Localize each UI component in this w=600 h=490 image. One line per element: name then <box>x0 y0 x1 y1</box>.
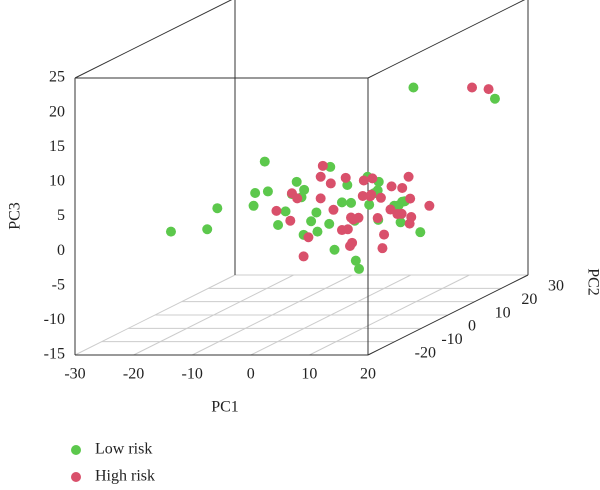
data-point <box>346 212 357 223</box>
data-point <box>397 182 408 193</box>
y-axis-label: PC2 <box>584 268 600 296</box>
z-tick-label: 5 <box>57 207 65 224</box>
data-point <box>325 161 336 172</box>
data-point <box>386 181 397 192</box>
data-point <box>262 186 273 197</box>
z-tick-label: -10 <box>44 311 65 328</box>
data-point <box>467 82 478 93</box>
data-point <box>406 211 417 222</box>
x-tick-label: 20 <box>360 366 376 383</box>
data-point <box>357 190 368 201</box>
data-point <box>273 219 284 230</box>
data-point <box>397 196 408 207</box>
y-tick-label: 30 <box>548 278 564 295</box>
box-edge <box>74 0 233 79</box>
data-point <box>405 193 416 204</box>
data-point <box>303 232 314 243</box>
y-tick-label: -20 <box>415 344 436 361</box>
data-point <box>259 156 270 167</box>
data-point <box>396 208 407 219</box>
data-point <box>353 212 364 223</box>
data-point <box>328 204 339 215</box>
data-point <box>165 226 176 237</box>
data-point <box>315 171 326 182</box>
data-point <box>364 199 375 210</box>
data-point <box>415 227 426 238</box>
box-edge <box>367 0 526 79</box>
data-point <box>489 93 500 104</box>
data-point <box>212 203 223 214</box>
x-axis-label: PC1 <box>211 399 239 416</box>
x-tick-label: -20 <box>123 366 144 383</box>
legend-label: Low risk <box>95 441 152 458</box>
data-point <box>350 255 361 266</box>
z-tick-label: -5 <box>52 276 65 293</box>
legend-label: High risk <box>95 468 155 485</box>
data-point <box>202 224 213 235</box>
data-point <box>340 172 351 183</box>
y-tick-label: -10 <box>441 331 462 348</box>
y-tick-label: 0 <box>468 318 476 335</box>
z-tick-label: 15 <box>49 138 65 155</box>
x-tick-label: -30 <box>64 366 85 383</box>
data-point <box>372 213 383 224</box>
z-tick-label: 0 <box>57 242 65 259</box>
legend-marker <box>71 445 81 455</box>
x-tick-label: 0 <box>247 366 255 383</box>
data-point <box>354 263 365 274</box>
data-point <box>424 200 435 211</box>
data-point <box>346 197 357 208</box>
data-point <box>329 244 340 255</box>
data-point <box>367 173 378 184</box>
data-point <box>377 243 388 254</box>
data-point <box>315 193 326 204</box>
x-tick-label: -10 <box>182 366 203 383</box>
data-point <box>317 160 328 171</box>
data-point <box>271 205 282 216</box>
data-point <box>299 184 310 195</box>
data-point <box>403 171 414 182</box>
data-point <box>248 200 259 211</box>
z-tick-label: -15 <box>44 346 65 363</box>
data-point <box>311 207 322 218</box>
z-axis-label: PC3 <box>7 202 24 230</box>
data-point <box>336 197 347 208</box>
z-tick-label: 10 <box>49 173 65 190</box>
data-point <box>483 84 494 95</box>
data-point <box>342 224 353 235</box>
data-point <box>292 193 303 204</box>
y-tick-label: 10 <box>495 304 511 321</box>
z-tick-label: 20 <box>49 103 65 120</box>
data-point <box>250 188 261 199</box>
data-point <box>324 218 335 229</box>
data-point <box>280 206 291 217</box>
data-point <box>358 175 369 186</box>
data-point <box>325 178 336 189</box>
y-tick-label: 20 <box>521 291 537 308</box>
legend-marker <box>71 472 81 482</box>
z-tick-label: 25 <box>49 69 65 86</box>
data-point <box>298 251 309 262</box>
data-point <box>344 241 355 252</box>
data-point <box>291 176 302 187</box>
data-point <box>306 216 317 227</box>
data-point <box>379 229 390 240</box>
data-point <box>285 215 296 226</box>
box-edge <box>367 274 529 356</box>
data-point <box>375 192 386 203</box>
data-point <box>408 82 419 93</box>
data-point <box>366 189 377 200</box>
x-tick-label: 10 <box>301 366 317 383</box>
data-point <box>395 217 406 228</box>
data-point <box>312 226 323 237</box>
